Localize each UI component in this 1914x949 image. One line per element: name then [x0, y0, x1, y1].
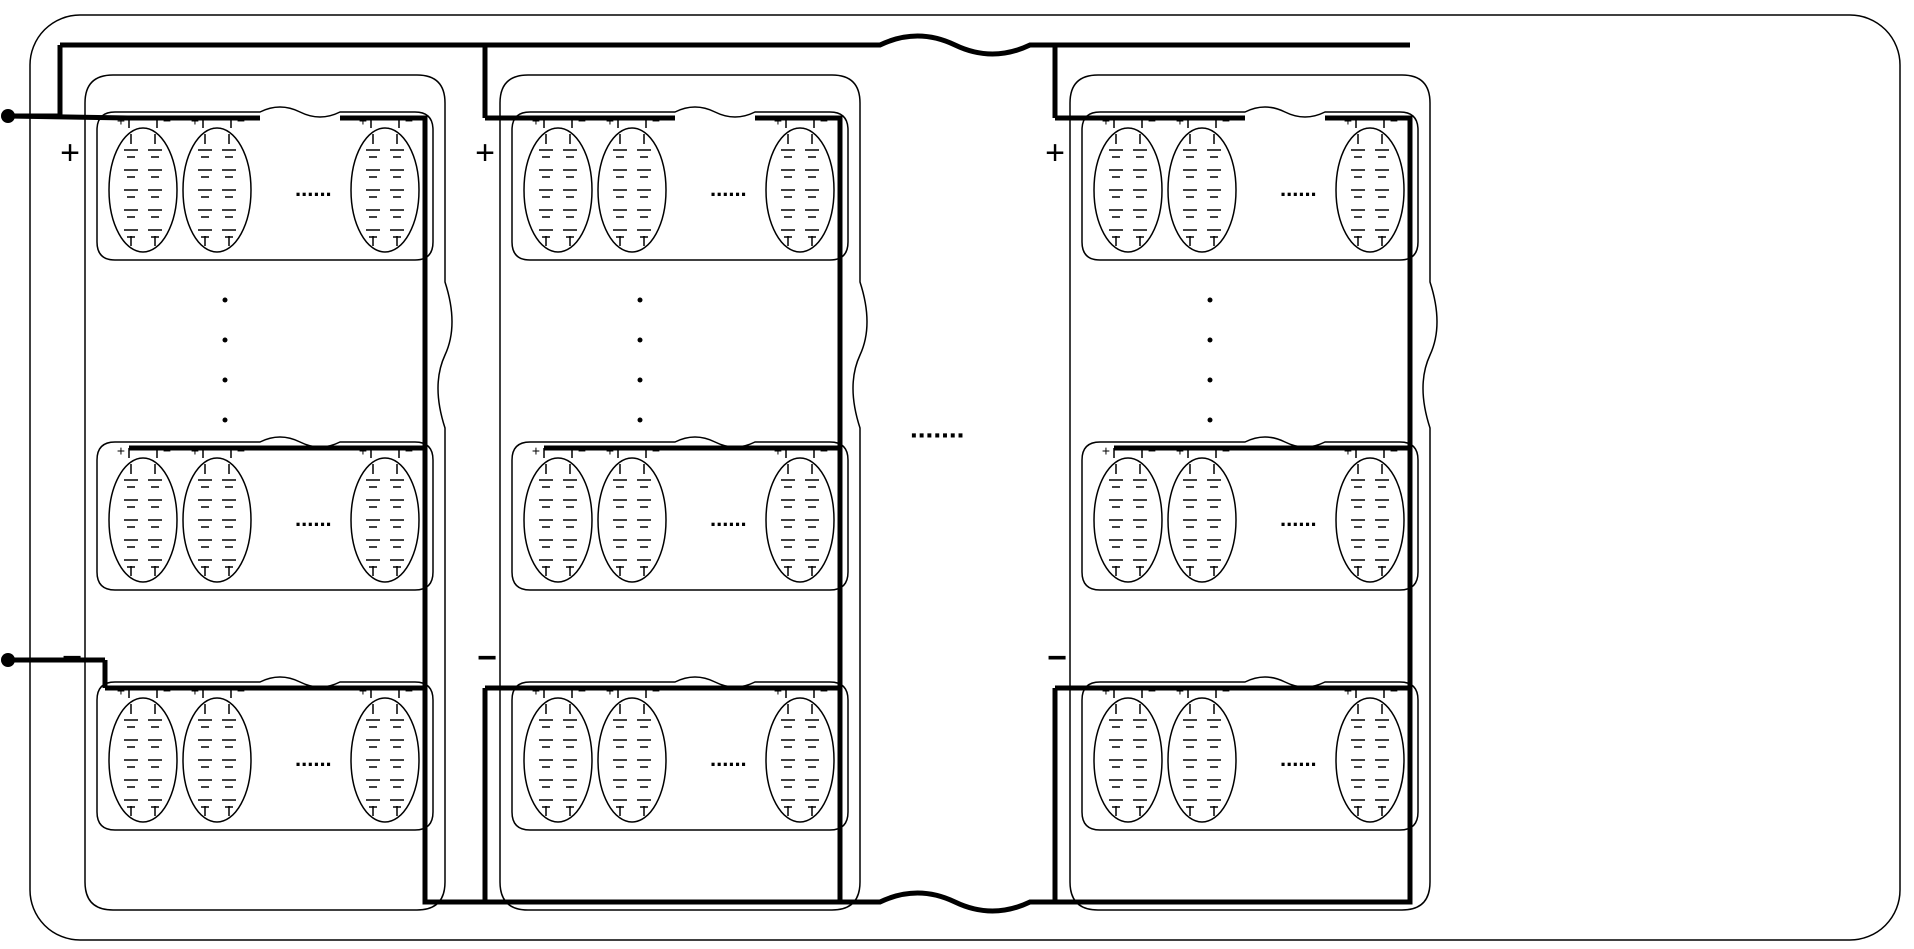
svg-text:+: +	[532, 113, 540, 129]
svg-text:−: −	[163, 683, 171, 699]
svg-text:−: −	[578, 683, 586, 699]
svg-text:......: ......	[1280, 506, 1317, 531]
svg-text:−: −	[1148, 113, 1156, 129]
svg-text:+: +	[117, 113, 125, 129]
svg-text:−: −	[163, 443, 171, 459]
svg-text:+: +	[191, 443, 199, 459]
svg-text:+: +	[1102, 683, 1110, 699]
svg-text:+: +	[359, 683, 367, 699]
svg-text:−: −	[1222, 113, 1230, 129]
svg-text:+: +	[117, 683, 125, 699]
svg-text:−: −	[1148, 683, 1156, 699]
svg-text:−: −	[652, 443, 660, 459]
svg-text:+: +	[606, 443, 614, 459]
svg-text:−: −	[405, 443, 413, 459]
svg-text:......: ......	[295, 506, 332, 531]
svg-text:−: −	[1390, 683, 1398, 699]
svg-text:−: −	[1222, 683, 1230, 699]
module: + − + − + − + −...... + − + − + −...... + − + − + −......	[1045, 75, 1437, 910]
svg-text:−: −	[477, 639, 497, 677]
svg-text:−: −	[1148, 443, 1156, 459]
svg-text:−: −	[652, 113, 660, 129]
svg-text:−: −	[820, 113, 828, 129]
svg-text:......: ......	[710, 746, 747, 771]
svg-text:−: −	[405, 113, 413, 129]
svg-text:......: ......	[295, 176, 332, 201]
svg-text:−: −	[652, 683, 660, 699]
svg-text:+: +	[774, 113, 782, 129]
svg-text:−: −	[1390, 443, 1398, 459]
svg-text:−: −	[237, 113, 245, 129]
svg-text:+: +	[774, 683, 782, 699]
svg-text:+: +	[606, 113, 614, 129]
svg-text:+: +	[1344, 683, 1352, 699]
svg-text:−: −	[1047, 639, 1067, 677]
svg-text:−: −	[820, 443, 828, 459]
svg-text:−: −	[820, 683, 828, 699]
svg-text:+: +	[359, 113, 367, 129]
svg-text:−: −	[1390, 113, 1398, 129]
svg-text:+: +	[359, 443, 367, 459]
svg-text:......: ......	[710, 506, 747, 531]
svg-text:+: +	[117, 443, 125, 459]
svg-text:+: +	[191, 683, 199, 699]
svg-text:+: +	[191, 113, 199, 129]
svg-text:+: +	[1344, 443, 1352, 459]
svg-text:......: ......	[710, 176, 747, 201]
svg-text:−: −	[405, 683, 413, 699]
svg-text:+: +	[774, 443, 782, 459]
svg-text:+: +	[1102, 113, 1110, 129]
svg-text:+: +	[1102, 443, 1110, 459]
svg-text:......: ......	[295, 746, 332, 771]
svg-text:+: +	[1176, 683, 1184, 699]
svg-text:+: +	[475, 134, 495, 172]
svg-text:+: +	[1045, 134, 1065, 172]
svg-text:−: −	[1222, 443, 1230, 459]
svg-text:−: −	[163, 113, 171, 129]
svg-text:−: −	[237, 443, 245, 459]
svg-text:−: −	[578, 443, 586, 459]
svg-text:−: −	[578, 113, 586, 129]
svg-text:+: +	[60, 134, 80, 172]
svg-text:+: +	[1176, 443, 1184, 459]
svg-text:......: ......	[1280, 176, 1317, 201]
svg-text:+: +	[532, 443, 540, 459]
svg-text:+: +	[532, 683, 540, 699]
svg-text:......: ......	[1280, 746, 1317, 771]
module: +−+−+−+−......+−+−+−......+−+−+−......	[60, 75, 452, 910]
svg-text:.......: .......	[910, 412, 964, 443]
svg-text:+: +	[1344, 113, 1352, 129]
svg-text:−: −	[237, 683, 245, 699]
svg-text:+: +	[1176, 113, 1184, 129]
svg-text:+: +	[606, 683, 614, 699]
module: + − + − + − + −...... + − + − + −...... + − + − + −......	[475, 75, 867, 910]
